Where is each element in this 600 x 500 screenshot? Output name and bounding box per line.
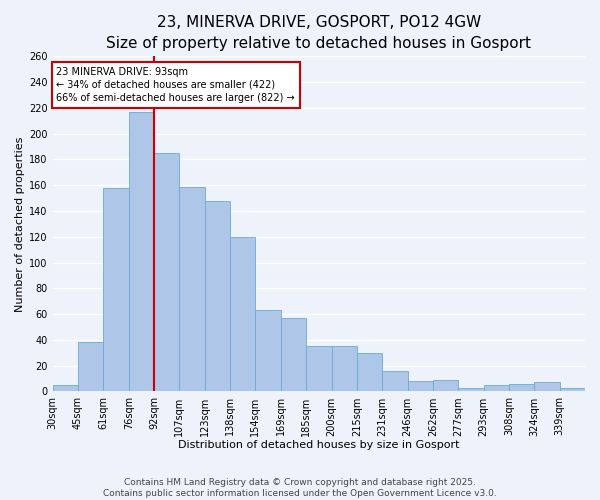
Bar <box>103 188 129 392</box>
Bar <box>535 382 560 392</box>
Bar <box>433 380 458 392</box>
Title: 23, MINERVA DRIVE, GOSPORT, PO12 4GW
Size of property relative to detached house: 23, MINERVA DRIVE, GOSPORT, PO12 4GW Siz… <box>106 15 532 51</box>
Bar <box>458 388 484 392</box>
Bar <box>382 371 407 392</box>
Bar <box>205 200 230 392</box>
Text: Contains HM Land Registry data © Crown copyright and database right 2025.
Contai: Contains HM Land Registry data © Crown c… <box>103 478 497 498</box>
Bar <box>230 237 256 392</box>
Text: 23 MINERVA DRIVE: 93sqm
← 34% of detached houses are smaller (422)
66% of semi-d: 23 MINERVA DRIVE: 93sqm ← 34% of detache… <box>56 66 295 103</box>
Bar <box>407 381 433 392</box>
Bar <box>129 112 154 392</box>
Bar <box>78 342 103 392</box>
Bar <box>560 388 585 392</box>
Bar <box>357 353 382 392</box>
Bar <box>484 385 509 392</box>
Y-axis label: Number of detached properties: Number of detached properties <box>15 136 25 312</box>
Bar <box>53 385 78 392</box>
X-axis label: Distribution of detached houses by size in Gosport: Distribution of detached houses by size … <box>178 440 460 450</box>
Bar <box>179 186 205 392</box>
Bar <box>256 310 281 392</box>
Bar <box>281 318 306 392</box>
Bar <box>154 153 179 392</box>
Bar <box>509 384 535 392</box>
Bar <box>332 346 357 392</box>
Bar <box>306 346 332 392</box>
